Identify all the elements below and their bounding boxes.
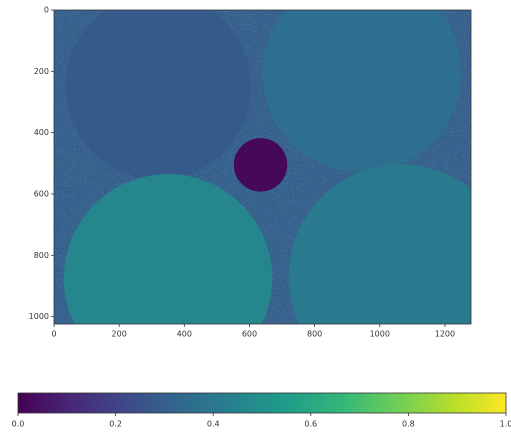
colorbar-tick-label: 0.0: [12, 420, 25, 429]
y-tick-label: 1000: [29, 312, 49, 321]
colorbar: [17, 392, 507, 414]
region: [65, 10, 252, 180]
region: [63, 174, 273, 324]
y-tick-label: 600: [34, 189, 49, 198]
colorbar-tick-label: 0.2: [109, 420, 122, 429]
plot-frame: [53, 9, 472, 325]
x-tick-label: 400: [177, 330, 192, 339]
y-tick-label: 200: [34, 67, 49, 76]
x-tick-label: 1200: [435, 330, 455, 339]
colorbar-tick-label: 0.6: [304, 420, 317, 429]
image-area: [54, 10, 471, 324]
x-tick-label: 800: [307, 330, 322, 339]
x-tick-label: 200: [112, 330, 127, 339]
x-tick-label: 1000: [370, 330, 390, 339]
colorbar-tick-label: 0.4: [207, 420, 220, 429]
x-tick-label: 600: [242, 330, 257, 339]
region: [262, 10, 462, 173]
y-tick-label: 0: [44, 6, 49, 15]
y-tick-label: 400: [34, 128, 49, 137]
y-tick-label: 800: [34, 251, 49, 260]
colorbar-tick-label: 0.8: [402, 420, 415, 429]
colorbar-tick-label: 1.0: [500, 420, 511, 429]
x-tick-label: 0: [51, 330, 56, 339]
region: [233, 138, 288, 192]
region: [288, 164, 471, 324]
